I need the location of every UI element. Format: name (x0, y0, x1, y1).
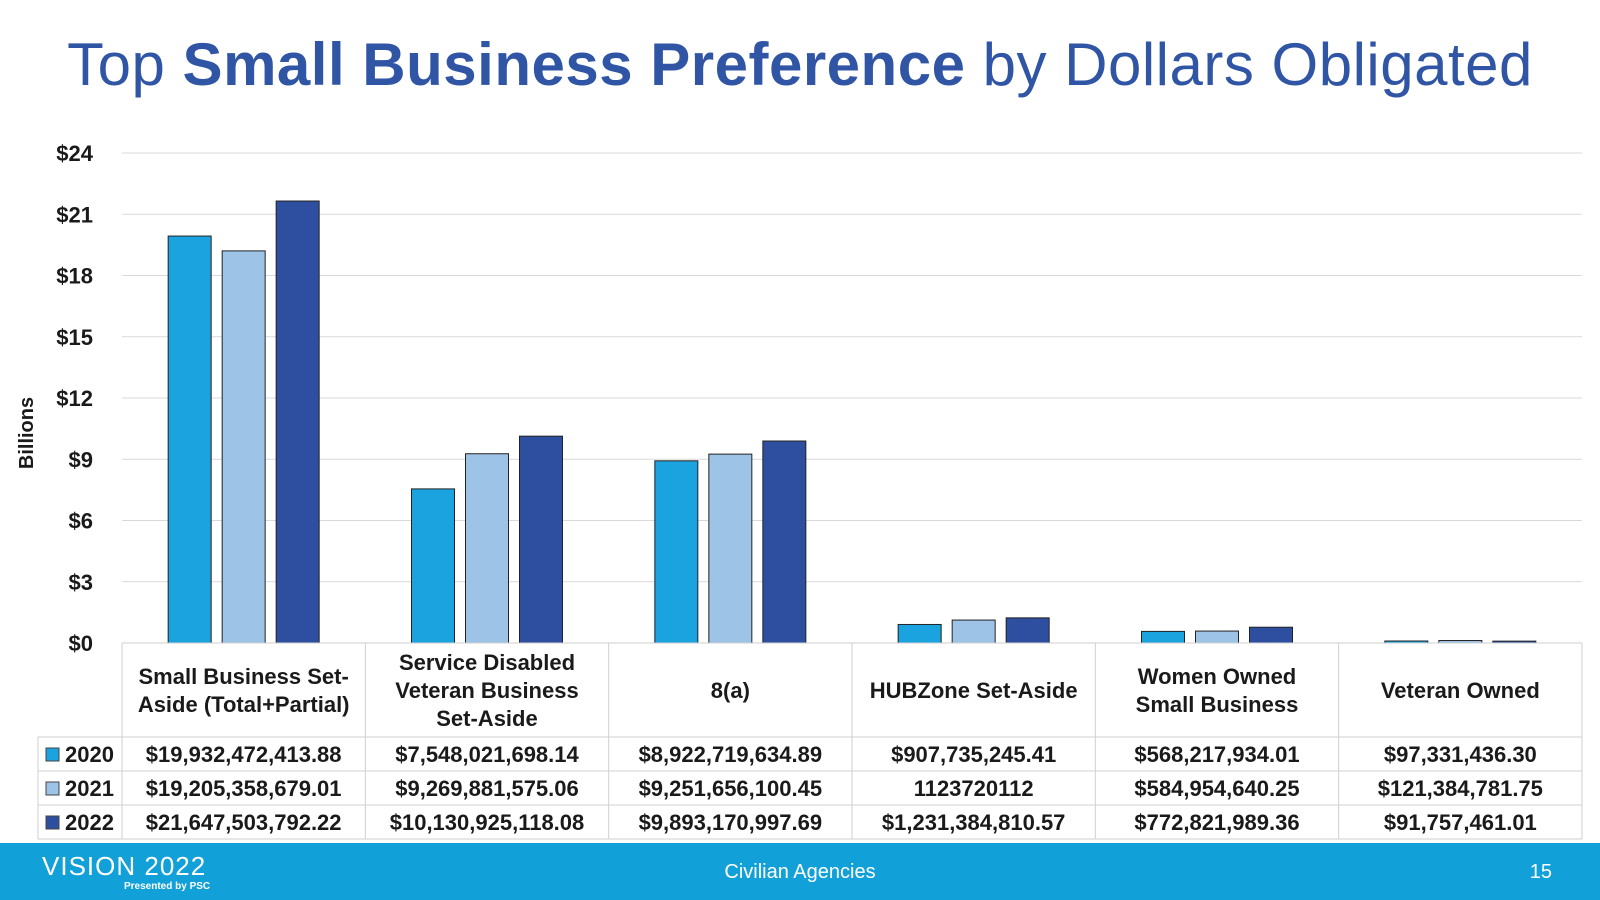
footer-section-label: Civilian Agencies (724, 861, 876, 883)
data-label: $772,821,989.36 (1134, 810, 1299, 835)
y-tick-label: $21 (56, 202, 93, 227)
bar-2022-cat-5 (1249, 626, 1293, 644)
category-label: Set-Aside (436, 706, 537, 731)
y-tick-label: $3 (69, 570, 93, 595)
bar-2022-cat-2 (519, 435, 563, 644)
data-label: $121,384,781.75 (1378, 776, 1543, 801)
data-label: $10,130,925,118.08 (390, 810, 585, 835)
bar-2020-cat-5 (1141, 630, 1185, 644)
y-tick-label: $0 (69, 631, 93, 656)
bar-2020-cat-3 (654, 460, 699, 644)
data-label: $8,922,719,634.89 (639, 742, 823, 767)
footer-bar: VISION 2022 Presented by PSC Civilian Ag… (0, 843, 1600, 900)
bar-2020-cat-2 (411, 488, 455, 644)
legend-swatch-2020 (45, 747, 60, 762)
data-label: $19,932,472,413.88 (146, 742, 342, 767)
y-tick-label: $12 (56, 386, 93, 411)
category-label: Small Business Set- (139, 664, 349, 689)
bar-2021-cat-2 (465, 453, 509, 644)
category-label: Veteran Business (395, 678, 578, 703)
y-tick-label: $18 (56, 264, 93, 289)
page-title: Top Small Business Preference by Dollars… (0, 30, 1600, 99)
vision-logo: VISION 2022 (42, 851, 207, 881)
data-label: $91,757,461.01 (1384, 810, 1537, 835)
bar-2020-cat-1 (167, 235, 212, 644)
category-label: 8(a) (711, 678, 750, 703)
vision-logo-subtitle: Presented by PSC (124, 881, 211, 892)
title-bold: Small Business Preference (182, 31, 966, 98)
bar-2021-cat-4 (951, 619, 996, 644)
category-label: HUBZone Set-Aside (870, 678, 1078, 703)
bar-2022-cat-4 (1005, 617, 1050, 644)
category-label: Women Owned (1138, 664, 1297, 689)
bar-2021-cat-1 (221, 250, 266, 644)
legend-swatch-2021 (45, 781, 60, 796)
data-label: $584,954,640.25 (1134, 776, 1299, 801)
data-label: $9,269,881,575.06 (395, 776, 579, 801)
page-number: 15 (1529, 861, 1552, 883)
data-label: $7,548,021,698.14 (395, 742, 579, 767)
y-tick-label: $9 (69, 447, 93, 472)
data-label: $19,205,358,679.01 (146, 776, 342, 801)
category-label: Service Disabled (399, 650, 575, 675)
bar-2022-cat-1 (275, 200, 320, 644)
bar-2020-cat-4 (897, 623, 942, 644)
y-tick-label: $6 (69, 509, 93, 534)
title-part-1: Top (67, 31, 183, 98)
y-tick-label: $24 (56, 141, 93, 166)
data-label: $21,647,503,792.22 (146, 810, 342, 835)
data-label: $1,231,384,810.57 (882, 810, 1066, 835)
data-label: $907,735,245.41 (891, 742, 1056, 767)
category-label: Small Business (1136, 692, 1299, 717)
bar-2021-cat-3 (708, 453, 753, 644)
legend-swatch-2022 (45, 815, 60, 830)
data-label: $568,217,934.01 (1134, 742, 1299, 767)
category-label: Veteran Owned (1381, 678, 1540, 703)
legend-label-2022: 2022 (65, 810, 114, 835)
bar-2021-cat-5 (1195, 630, 1239, 644)
category-label: Aside (Total+Partial) (138, 692, 350, 717)
data-label: 1123720112 (914, 776, 1034, 801)
legend-label-2020: 2020 (65, 742, 114, 767)
y-tick-label: $15 (56, 325, 93, 350)
data-label: $97,331,436.30 (1384, 742, 1537, 767)
bar-2022-cat-3 (762, 440, 807, 644)
data-label: $9,251,656,100.45 (639, 776, 823, 801)
bar-chart: $0 $3 $6 $9 $12 $15 $18 $21 $24 Billions Small Bus… (16, 141, 1583, 840)
legend-label-2021: 2021 (65, 776, 114, 801)
data-label: $9,893,170,997.69 (639, 810, 823, 835)
y-axis-label: Billions (16, 397, 38, 469)
title-part-2: by Dollars Obligated (965, 31, 1533, 98)
